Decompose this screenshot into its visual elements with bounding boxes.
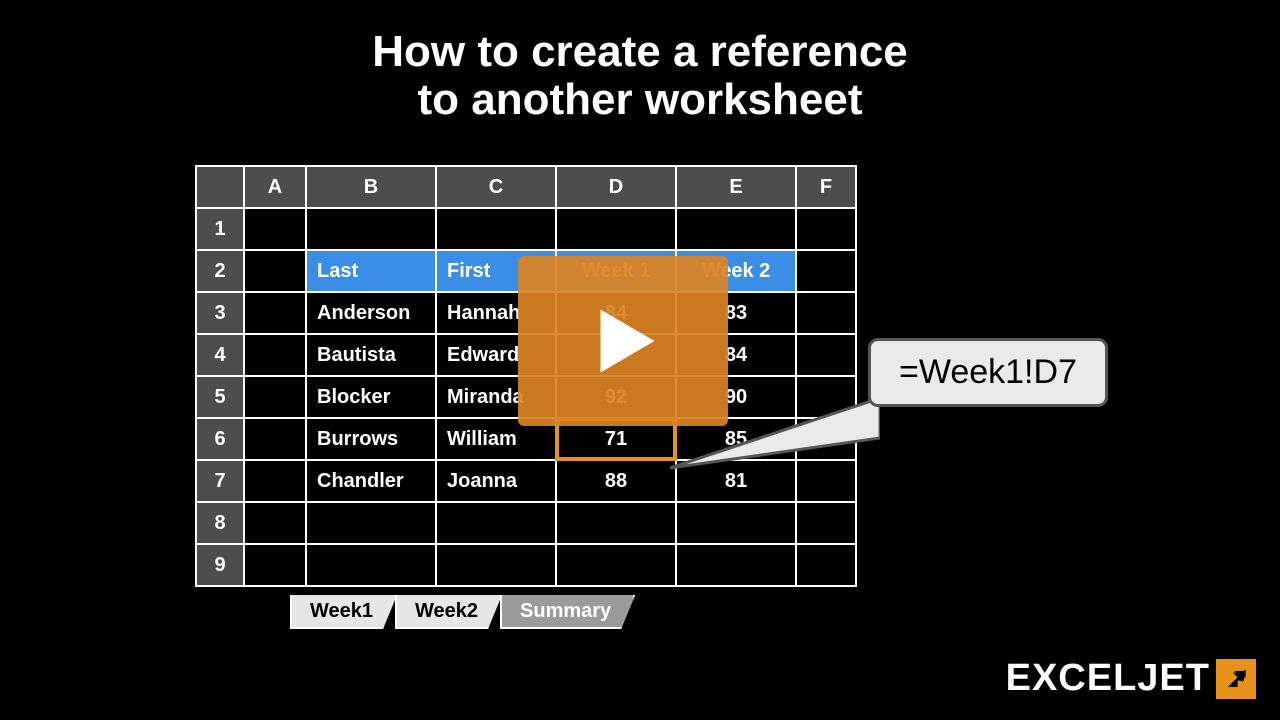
row-header-6[interactable]: 6 [196, 418, 244, 460]
cell[interactable] [676, 544, 796, 586]
cell[interactable] [796, 502, 856, 544]
cell[interactable] [244, 376, 306, 418]
col-header-E[interactable]: E [676, 166, 796, 208]
row-header-1[interactable]: 1 [196, 208, 244, 250]
cell[interactable] [436, 502, 556, 544]
cell[interactable] [306, 544, 436, 586]
cell[interactable] [676, 502, 796, 544]
brand-logo: EXCELJET [1006, 657, 1256, 700]
cell[interactable] [796, 418, 856, 460]
row-header-9[interactable]: 9 [196, 544, 244, 586]
cell[interactable] [556, 502, 676, 544]
cell[interactable] [244, 250, 306, 292]
col-header-D[interactable]: D [556, 166, 676, 208]
cell[interactable] [796, 292, 856, 334]
cell[interactable] [796, 334, 856, 376]
cell[interactable] [244, 334, 306, 376]
tab-summary[interactable]: Summary [500, 595, 635, 629]
sheet-tabs: Week1 Week2 Summary [290, 595, 633, 629]
header-last[interactable]: Last [306, 250, 436, 292]
col-header-F[interactable]: F [796, 166, 856, 208]
cell-last[interactable]: Burrows [306, 418, 436, 460]
logo-arrow-icon [1216, 659, 1256, 699]
cell[interactable] [306, 208, 436, 250]
cell[interactable] [306, 502, 436, 544]
formula-callout: =Week1!D7 [868, 338, 1108, 407]
row-header-8[interactable]: 8 [196, 502, 244, 544]
cell[interactable] [556, 544, 676, 586]
play-button[interactable] [518, 256, 728, 426]
cell-w2[interactable]: 81 [676, 460, 796, 502]
page-title: How to create a reference to another wor… [0, 28, 1280, 125]
cell-last[interactable]: Bautista [306, 334, 436, 376]
row-header-3[interactable]: 3 [196, 292, 244, 334]
cell[interactable] [796, 250, 856, 292]
title-line-2: to another worksheet [0, 76, 1280, 124]
cell[interactable] [244, 292, 306, 334]
cell[interactable] [436, 544, 556, 586]
cell-last[interactable]: Chandler [306, 460, 436, 502]
col-header-B[interactable]: B [306, 166, 436, 208]
cell[interactable] [676, 208, 796, 250]
title-line-1: How to create a reference [0, 28, 1280, 76]
cell[interactable] [796, 376, 856, 418]
corner-cell [196, 166, 244, 208]
play-icon [578, 296, 668, 386]
tab-week2[interactable]: Week2 [395, 595, 502, 629]
tab-week1[interactable]: Week1 [290, 595, 397, 629]
cell-w1[interactable]: 88 [556, 460, 676, 502]
cell[interactable] [244, 502, 306, 544]
logo-text: EXCELJET [1006, 657, 1210, 700]
cell-last[interactable]: Anderson [306, 292, 436, 334]
cell[interactable] [244, 544, 306, 586]
cell[interactable] [556, 208, 676, 250]
cell[interactable] [244, 208, 306, 250]
cell-first[interactable]: Joanna [436, 460, 556, 502]
cell[interactable] [244, 418, 306, 460]
cell[interactable] [796, 460, 856, 502]
cell[interactable] [436, 208, 556, 250]
col-header-C[interactable]: C [436, 166, 556, 208]
row-header-5[interactable]: 5 [196, 376, 244, 418]
cell[interactable] [796, 544, 856, 586]
cell-last[interactable]: Blocker [306, 376, 436, 418]
col-header-A[interactable]: A [244, 166, 306, 208]
row-header-7[interactable]: 7 [196, 460, 244, 502]
cell[interactable] [244, 460, 306, 502]
row-header-2[interactable]: 2 [196, 250, 244, 292]
cell[interactable] [796, 208, 856, 250]
row-header-4[interactable]: 4 [196, 334, 244, 376]
